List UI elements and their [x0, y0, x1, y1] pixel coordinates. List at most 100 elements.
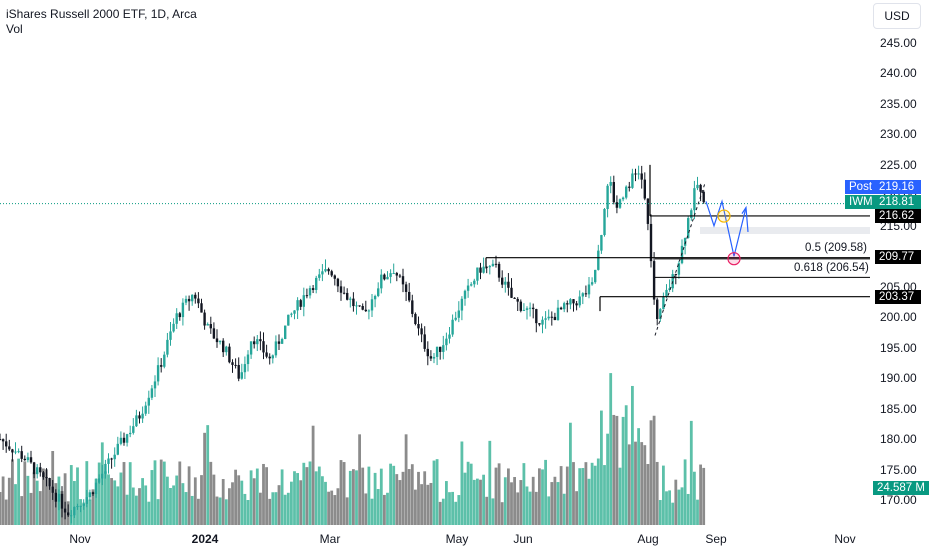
volume-bar: [271, 492, 275, 525]
candle-body: [172, 323, 175, 332]
candle-body: [178, 313, 181, 318]
candle-body: [625, 186, 628, 198]
volume-bar: [379, 468, 383, 525]
candle-body: [305, 295, 309, 297]
candle-body: [259, 339, 262, 342]
candle-body: [612, 182, 615, 203]
candle-body: [516, 298, 519, 302]
volume-bar: [277, 485, 281, 525]
volume-bar: [482, 474, 485, 525]
volume-bar: [330, 490, 334, 525]
candle-body: [253, 341, 256, 345]
volume-bar: [497, 463, 501, 525]
volume-bar: [345, 497, 349, 525]
ticker-label: IWM: [845, 195, 877, 209]
candle-body: [513, 297, 516, 299]
candle-body: [566, 303, 569, 305]
volume-bar: [286, 492, 290, 525]
volume-bar: [280, 469, 284, 525]
candle-body: [122, 437, 126, 443]
candle-body: [268, 356, 271, 359]
candle-body: [361, 306, 364, 310]
candle-body: [32, 462, 36, 475]
volume-bar: [14, 484, 17, 525]
post-market-label: Post: [845, 180, 877, 194]
volume-bar: [116, 486, 120, 525]
candle-body: [532, 307, 535, 310]
projection-arrowhead: [741, 205, 749, 232]
volume-bar: [321, 476, 324, 525]
fib-label-05: 0.5 (209.58): [805, 242, 868, 254]
volume-bar: [327, 491, 330, 525]
volume-bar: [584, 462, 588, 525]
candle-body: [380, 274, 383, 289]
volume-bar: [637, 428, 640, 525]
candle-body: [82, 503, 85, 506]
volume-bar: [420, 484, 423, 525]
candle-body: [621, 197, 625, 200]
volume-bar: [544, 459, 547, 525]
volume-bar: [138, 488, 141, 525]
price-axis-tick: 240.00: [880, 66, 917, 81]
price-axis-tick: 190.00: [880, 371, 917, 386]
volume-bar: [389, 463, 392, 525]
volume-bar: [414, 489, 417, 525]
volume-bar: [395, 474, 399, 525]
price-axis-tick: 245.00: [880, 36, 917, 50]
volume-bar: [293, 471, 296, 525]
candle-body: [600, 235, 603, 251]
volume-bar: [466, 461, 470, 525]
volume-bar: [680, 487, 684, 525]
volume-bar: [181, 483, 185, 525]
volume-bar: [82, 502, 86, 525]
symbol-title[interactable]: iShares Russell 2000 ETF, 1D, Arca: [6, 7, 197, 21]
volume-bar: [336, 488, 340, 525]
candle-body: [191, 294, 194, 302]
volume-bar: [507, 468, 510, 525]
candle-body: [408, 291, 411, 301]
candle-body: [665, 289, 668, 297]
candle-body: [470, 284, 473, 286]
volume-bar: [94, 478, 98, 525]
candle-body: [98, 478, 101, 483]
candle-body: [63, 508, 67, 513]
volume-bar: [510, 482, 513, 525]
candle-body: [243, 364, 247, 373]
level-tag-209: 209.77: [875, 250, 921, 264]
candle-body: [284, 325, 287, 339]
volume-bar: [590, 462, 594, 525]
volume-bar: [348, 470, 352, 525]
candle-body: [141, 413, 144, 419]
volume-bar: [45, 469, 48, 525]
target-circle-orange: [717, 209, 731, 223]
candle-body: [107, 458, 110, 464]
volume-bar: [144, 485, 148, 525]
volume-bar: [209, 461, 213, 525]
candle-body: [240, 372, 243, 379]
candle-body: [116, 443, 119, 455]
volume-bar: [187, 466, 191, 525]
volume-bar: [562, 493, 566, 525]
candle-body: [144, 405, 147, 414]
candle-body: [296, 300, 299, 311]
volume-bar: [172, 485, 175, 525]
candle-body: [23, 458, 26, 461]
volume-bar: [646, 464, 650, 525]
volume-bar: [550, 482, 554, 525]
volume-bar: [519, 480, 523, 525]
candle-body: [246, 354, 250, 365]
volume-bar: [259, 492, 262, 525]
candle-body: [110, 458, 113, 460]
candle-body: [457, 310, 460, 318]
candle-body: [377, 288, 380, 296]
candle-body: [439, 346, 442, 352]
candle-body: [656, 299, 659, 320]
volume-bar: [618, 467, 622, 525]
volume-indicator-label[interactable]: Vol: [6, 22, 23, 36]
volume-bar: [283, 494, 287, 525]
volume-bar: [42, 468, 45, 525]
volume-bars: [0, 373, 706, 525]
currency-button[interactable]: USD: [873, 3, 921, 29]
candle-body: [687, 218, 690, 239]
